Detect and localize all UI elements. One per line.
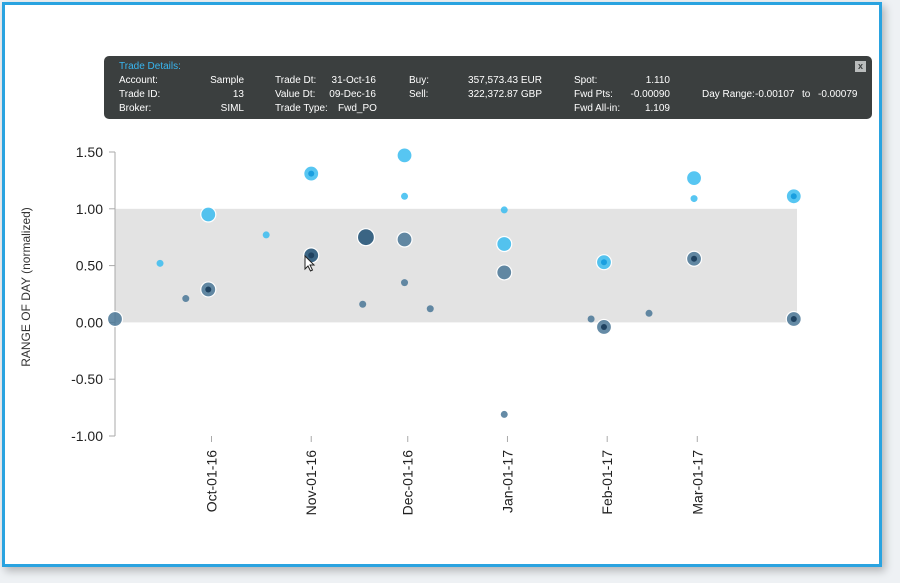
data-point-core (790, 315, 797, 322)
trade-details-tooltip: Trade Details: x Account: Sample Trade I… (104, 56, 872, 119)
y-tick-label: 0.50 (76, 258, 103, 274)
trade-dt-label: Trade Dt: (275, 75, 317, 86)
y-tick-label: -1.00 (71, 428, 103, 444)
value-dt-value: 09-Dec-16 (329, 89, 376, 100)
data-point-core (308, 170, 315, 177)
data-point (182, 295, 190, 303)
data-point-core (308, 252, 315, 259)
data-point (156, 259, 164, 267)
data-point (356, 228, 376, 247)
fwd-pts-label: Fwd Pts: (574, 89, 613, 100)
trade-dt-value: 31-Oct-16 (331, 75, 376, 86)
data-point (587, 315, 595, 323)
broker-value: SIML (220, 103, 244, 114)
fwd-pts-value: -0.00090 (630, 89, 670, 100)
data-point-core (205, 286, 212, 293)
y-tick-label: -0.50 (71, 371, 103, 387)
data-point (396, 147, 413, 164)
day-range-low: -0.00107 (755, 89, 795, 100)
data-point (401, 192, 409, 200)
data-point-core (600, 323, 607, 330)
data-point-core (600, 259, 607, 266)
data-point (396, 231, 413, 248)
x-tick-label: Nov-01-16 (303, 450, 319, 516)
x-tick-label: Jan-01-17 (499, 450, 515, 513)
data-point (200, 206, 217, 223)
data-point (359, 300, 367, 308)
trade-type-value: Fwd_PO (338, 103, 377, 114)
day-range-to: to (802, 89, 811, 100)
data-point (496, 235, 513, 253)
data-point (500, 206, 508, 214)
y-tick-label: 1.00 (76, 201, 103, 217)
data-point (685, 170, 703, 187)
sell-label: Sell: (409, 89, 429, 100)
day-range-label: Day Range: (702, 89, 755, 100)
buy-value: 357,573.43 EUR (468, 75, 542, 86)
data-point-core (691, 255, 698, 262)
broker-label: Broker: (119, 103, 152, 114)
day-range-high: -0.00079 (818, 89, 858, 100)
data-point (496, 264, 513, 281)
account-label: Account: (119, 75, 158, 86)
data-point (262, 231, 270, 239)
value-dt-label: Value Dt: (275, 89, 316, 100)
y-axis-title: RANGE OF DAY (normalized) (19, 207, 33, 367)
data-point (500, 410, 508, 418)
x-tick-label: Mar-01-17 (689, 450, 705, 515)
data-point (690, 195, 698, 203)
tooltip-title: Trade Details: (119, 61, 181, 72)
y-tick-label: 1.50 (76, 144, 103, 160)
data-point (106, 310, 124, 328)
trade-type-label: Trade Type: (275, 103, 328, 114)
spot-value: 1.110 (645, 75, 670, 86)
fwd-allin-label: Fwd All-in: (574, 103, 621, 114)
close-icon[interactable]: x (855, 61, 866, 72)
data-point-core (790, 193, 797, 200)
account-value: Sample (210, 75, 244, 86)
sell-value: 322,372.87 GBP (468, 89, 542, 100)
range-band (115, 208, 797, 323)
y-tick-label: 0.00 (76, 314, 103, 330)
data-point (645, 309, 653, 317)
data-point (401, 279, 409, 287)
spot-label: Spot: (574, 75, 598, 86)
buy-label: Buy: (409, 75, 430, 86)
mouse-cursor-icon (304, 255, 316, 272)
x-tick-label: Oct-01-16 (204, 450, 220, 512)
fwd-allin-value: 1.109 (644, 103, 670, 114)
x-tick-label: Feb-01-17 (599, 450, 615, 515)
trade-id-label: Trade ID: (119, 89, 161, 100)
x-tick-label: Dec-01-16 (400, 450, 416, 516)
data-point (426, 305, 434, 313)
trade-id-value: 13 (232, 89, 244, 100)
